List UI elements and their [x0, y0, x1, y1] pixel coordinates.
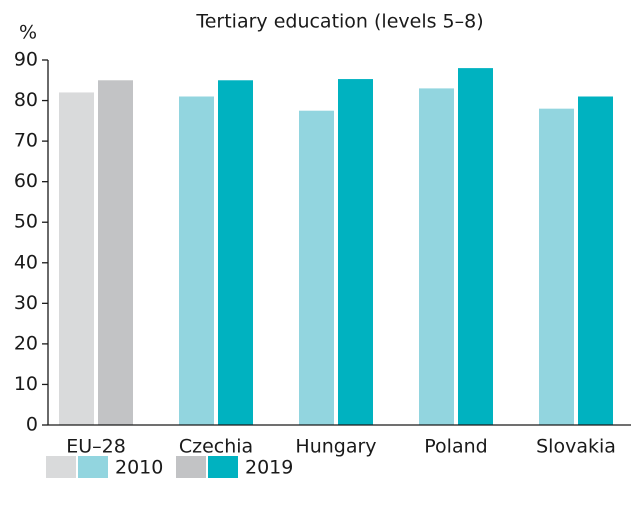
bar — [458, 68, 493, 425]
legend-swatch — [208, 456, 238, 478]
legend-swatch — [78, 456, 108, 478]
x-tick-label: Czechia — [179, 436, 253, 458]
y-tick-label: 40 — [14, 251, 38, 273]
y-tick-label: 20 — [14, 332, 38, 354]
y-tick-label: 30 — [14, 292, 38, 314]
legend-swatch — [46, 456, 76, 478]
y-tick-label: 70 — [14, 130, 38, 152]
bar — [539, 108, 574, 426]
y-tick-label: 60 — [14, 170, 38, 192]
bar — [338, 79, 373, 426]
bar — [578, 96, 613, 425]
x-tick-label: Hungary — [295, 436, 376, 458]
bar — [299, 110, 334, 425]
bar — [98, 80, 133, 426]
legend-swatch — [176, 456, 206, 478]
y-tick-label: 0 — [26, 414, 38, 436]
bar — [419, 88, 454, 425]
x-tick-label: Poland — [424, 436, 487, 458]
x-tick-label: Slovakia — [536, 436, 616, 458]
bar — [59, 92, 94, 425]
chart-title: Tertiary education (levels 5–8) — [195, 11, 483, 33]
y-tick-label: 90 — [14, 49, 38, 71]
y-tick-label: 50 — [14, 211, 38, 233]
bar — [179, 96, 214, 425]
legend-label: 2019 — [245, 457, 293, 479]
y-axis-label: % — [19, 22, 37, 44]
x-tick-label: EU–28 — [66, 436, 126, 458]
y-tick-label: 10 — [14, 373, 38, 395]
bar — [218, 80, 253, 426]
y-tick-label: 80 — [14, 89, 38, 111]
legend-label: 2010 — [115, 457, 163, 479]
